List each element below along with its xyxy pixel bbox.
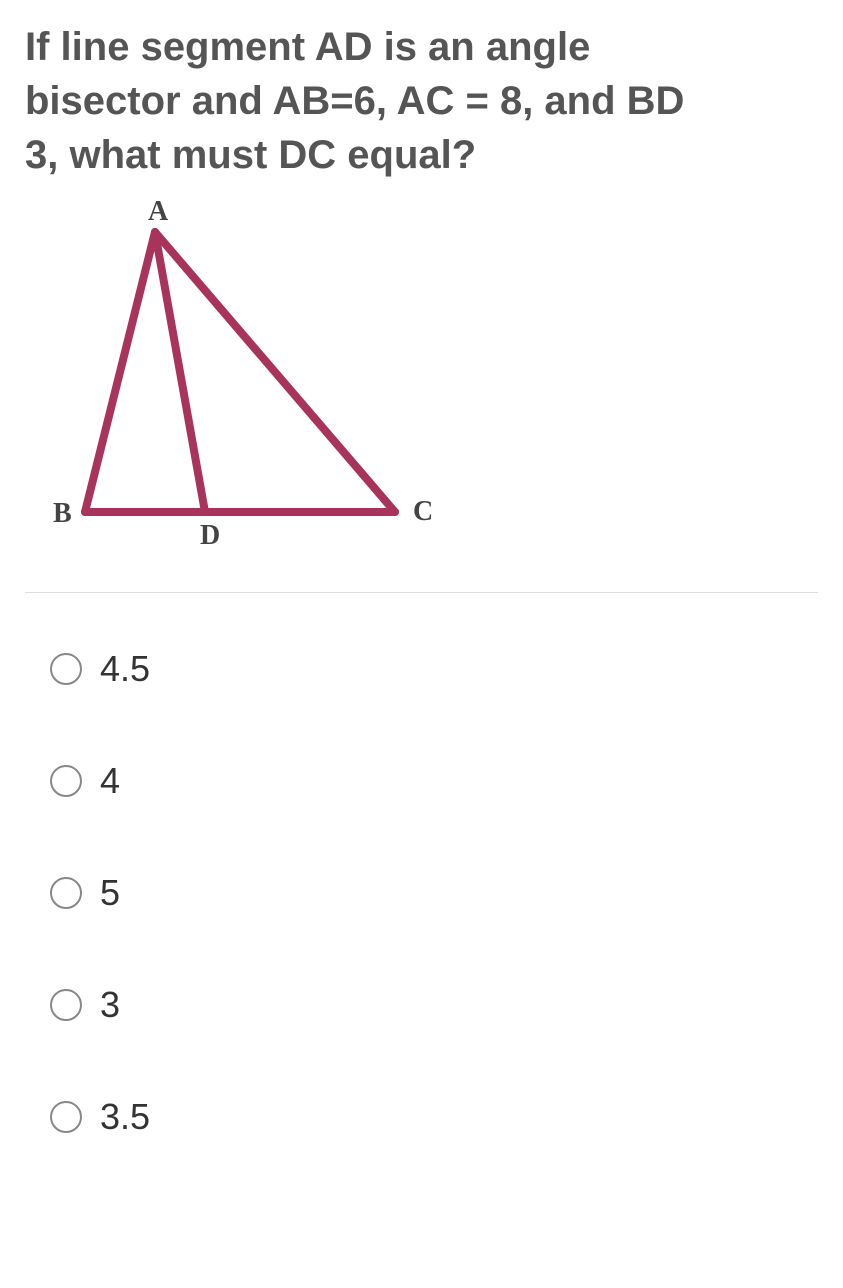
question-text: If line segment AD is an angle bisector … (25, 20, 818, 182)
option-label: 4 (100, 760, 120, 802)
option-row[interactable]: 3 (50, 984, 818, 1026)
option-label: 5 (100, 872, 120, 914)
question-line-3: 3, what must DC equal? (25, 133, 476, 177)
option-label: 3 (100, 984, 120, 1026)
radio-icon[interactable] (50, 989, 82, 1021)
option-row[interactable]: 5 (50, 872, 818, 914)
option-row[interactable]: 3.5 (50, 1096, 818, 1138)
radio-icon[interactable] (50, 765, 82, 797)
option-label: 4.5 (100, 648, 150, 690)
option-row[interactable]: 4.5 (50, 648, 818, 690)
option-label: 3.5 (100, 1096, 150, 1138)
vertex-label-c: C (413, 496, 433, 527)
question-line-1: If line segment AD is an angle (25, 25, 590, 69)
option-row[interactable]: 4 (50, 760, 818, 802)
radio-icon[interactable] (50, 877, 82, 909)
triangle-diagram: A B C D (25, 192, 465, 572)
options-list: 4.5 4 5 3 3.5 (25, 608, 818, 1138)
diagram-container: A B C D (25, 192, 818, 593)
radio-icon[interactable] (50, 1101, 82, 1133)
radio-icon[interactable] (50, 653, 82, 685)
vertex-label-b: B (53, 498, 72, 529)
question-line-2: bisector and AB=6, AC = 8, and BD (25, 79, 684, 123)
vertex-label-a: A (148, 196, 169, 227)
vertex-label-d: D (200, 520, 220, 551)
